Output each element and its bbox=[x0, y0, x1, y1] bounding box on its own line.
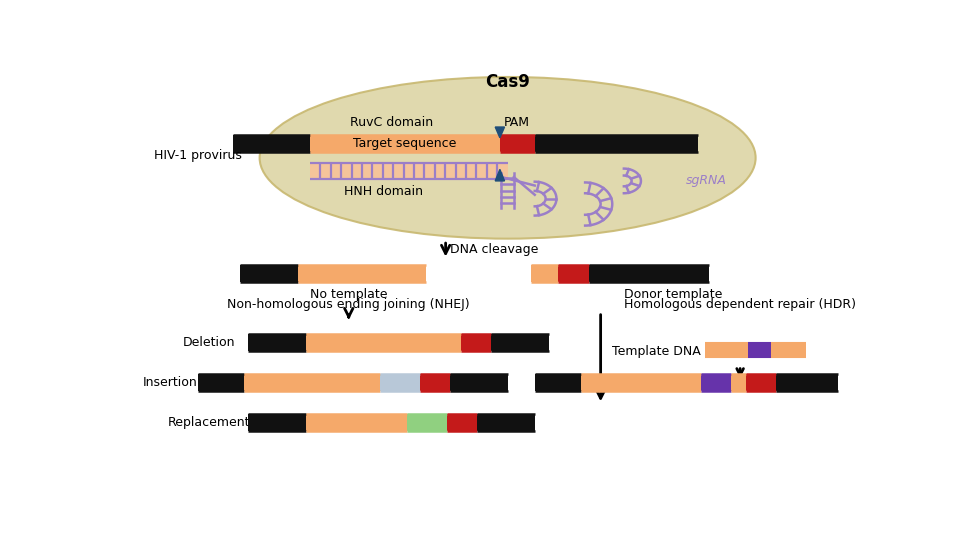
Polygon shape bbox=[495, 127, 505, 138]
Bar bbox=[233, 136, 310, 152]
Text: PAM: PAM bbox=[504, 116, 530, 129]
Bar bbox=[307, 334, 461, 351]
Ellipse shape bbox=[259, 77, 755, 239]
Text: Replacement: Replacement bbox=[168, 416, 251, 429]
Text: No template: No template bbox=[310, 287, 387, 301]
Text: Template DNA: Template DNA bbox=[612, 345, 701, 358]
Bar bbox=[307, 414, 407, 431]
Bar bbox=[490, 334, 549, 351]
Bar bbox=[705, 343, 748, 357]
Bar bbox=[240, 265, 298, 282]
Bar bbox=[589, 265, 709, 282]
Text: Deletion: Deletion bbox=[183, 336, 235, 349]
Bar bbox=[534, 374, 581, 391]
Bar bbox=[500, 136, 534, 152]
Bar bbox=[771, 343, 806, 357]
Bar bbox=[248, 334, 307, 351]
Bar bbox=[450, 374, 507, 391]
Text: HIV-1 provirus: HIV-1 provirus bbox=[154, 149, 241, 162]
Bar bbox=[248, 414, 307, 431]
Bar bbox=[581, 374, 702, 391]
Bar bbox=[198, 374, 244, 391]
Bar bbox=[534, 136, 698, 152]
Bar bbox=[310, 136, 500, 152]
Text: sgRNA: sgRNA bbox=[686, 175, 727, 187]
Text: HNH domain: HNH domain bbox=[344, 185, 423, 198]
Text: Non-homologous ending joining (NHEJ): Non-homologous ending joining (NHEJ) bbox=[228, 297, 470, 311]
Text: Insertion: Insertion bbox=[143, 376, 198, 389]
Text: RuvC domain: RuvC domain bbox=[350, 116, 433, 129]
Bar bbox=[380, 374, 420, 391]
Bar bbox=[244, 374, 380, 391]
Text: Cas9: Cas9 bbox=[485, 73, 530, 92]
Bar bbox=[748, 343, 771, 357]
Bar bbox=[776, 374, 838, 391]
Bar bbox=[730, 374, 747, 391]
Bar bbox=[530, 265, 558, 282]
Text: Target sequence: Target sequence bbox=[353, 137, 456, 151]
Bar bbox=[747, 374, 776, 391]
Bar bbox=[477, 414, 534, 431]
Text: Donor template: Donor template bbox=[624, 287, 723, 301]
Bar bbox=[461, 334, 490, 351]
Bar bbox=[310, 163, 507, 179]
Bar bbox=[420, 374, 450, 391]
Bar bbox=[447, 414, 477, 431]
Bar bbox=[702, 374, 730, 391]
Polygon shape bbox=[495, 170, 505, 181]
Bar bbox=[558, 265, 589, 282]
Text: DNA cleavage: DNA cleavage bbox=[450, 243, 538, 256]
Bar bbox=[407, 414, 447, 431]
Text: Homologous dependent repair (HDR): Homologous dependent repair (HDR) bbox=[624, 297, 856, 311]
Bar bbox=[298, 265, 427, 282]
